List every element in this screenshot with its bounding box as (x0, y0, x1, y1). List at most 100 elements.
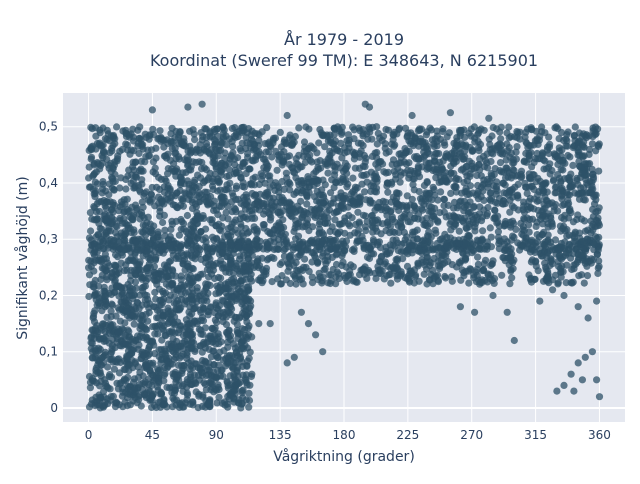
data-point (595, 167, 603, 175)
data-point (393, 255, 402, 263)
data-point (96, 224, 104, 233)
data-point (96, 394, 105, 402)
data-point (372, 188, 380, 196)
data-point (589, 185, 597, 193)
data-point (400, 213, 408, 221)
data-point (233, 379, 241, 387)
data-point (132, 238, 140, 246)
data-point (134, 299, 142, 307)
data-point (111, 170, 119, 179)
data-point (145, 309, 153, 317)
data-point (434, 278, 442, 286)
data-point (488, 195, 496, 203)
data-point (239, 394, 247, 402)
data-point (292, 280, 300, 288)
data-point (201, 287, 209, 295)
data-point (87, 227, 95, 235)
data-point (91, 344, 99, 352)
data-point (126, 361, 134, 369)
data-point (237, 338, 246, 346)
data-point (210, 373, 218, 381)
data-point (177, 352, 185, 360)
data-point (486, 177, 494, 185)
data-point (280, 185, 288, 193)
data-point (424, 222, 432, 230)
data-point (516, 135, 524, 143)
data-point (131, 278, 140, 286)
data-point (554, 171, 562, 179)
data-point (344, 272, 352, 280)
data-point (92, 330, 100, 338)
data-point (398, 202, 406, 211)
data-point (131, 337, 139, 345)
data-point (206, 281, 214, 289)
data-point (578, 376, 587, 384)
data-point (350, 126, 358, 134)
data-point (248, 370, 256, 378)
data-point (242, 169, 250, 178)
data-point (578, 152, 586, 160)
data-point (554, 279, 562, 287)
data-point (96, 207, 104, 216)
data-point (285, 160, 293, 168)
data-point (350, 247, 358, 255)
data-point (522, 158, 531, 166)
data-point (172, 155, 180, 163)
data-point (525, 228, 533, 236)
data-point (179, 197, 187, 205)
data-point (406, 270, 414, 278)
data-point (533, 149, 541, 158)
data-point (313, 187, 321, 195)
data-point (441, 141, 449, 149)
data-point (201, 344, 209, 352)
data-point (101, 351, 109, 359)
data-point (391, 261, 399, 269)
data-point (548, 218, 556, 226)
data-point (141, 353, 149, 361)
data-point (381, 258, 389, 266)
data-point (221, 233, 229, 241)
data-point (349, 174, 357, 182)
data-point (312, 331, 320, 339)
data-point (268, 278, 276, 286)
data-point (487, 243, 495, 251)
data-point (382, 149, 390, 157)
data-point (151, 164, 159, 172)
data-point (342, 263, 350, 271)
data-point (113, 355, 121, 364)
data-point (209, 347, 217, 355)
data-point (455, 175, 463, 183)
data-point (594, 141, 602, 149)
data-point (103, 313, 111, 321)
data-point (93, 180, 101, 188)
data-point (211, 160, 219, 168)
data-point (383, 182, 391, 190)
data-point (263, 256, 271, 264)
data-point (563, 189, 571, 197)
data-point (145, 375, 153, 383)
data-point (366, 197, 375, 205)
data-point (149, 158, 157, 166)
data-point (474, 260, 482, 268)
data-point (217, 227, 225, 235)
data-point (134, 373, 143, 381)
data-point (557, 165, 565, 173)
data-point (549, 286, 557, 294)
data-point (588, 165, 596, 173)
data-point (496, 159, 505, 167)
data-point (130, 226, 138, 234)
data-point (87, 155, 95, 163)
data-point (522, 128, 530, 136)
data-point (296, 163, 304, 171)
data-point (228, 220, 236, 228)
data-point (246, 348, 254, 356)
data-point (232, 184, 240, 192)
data-point (193, 284, 201, 292)
data-point (594, 246, 602, 254)
data-point (277, 150, 285, 158)
data-point (381, 207, 390, 215)
data-point (408, 195, 416, 203)
data-point (337, 139, 345, 147)
data-point (124, 224, 132, 232)
